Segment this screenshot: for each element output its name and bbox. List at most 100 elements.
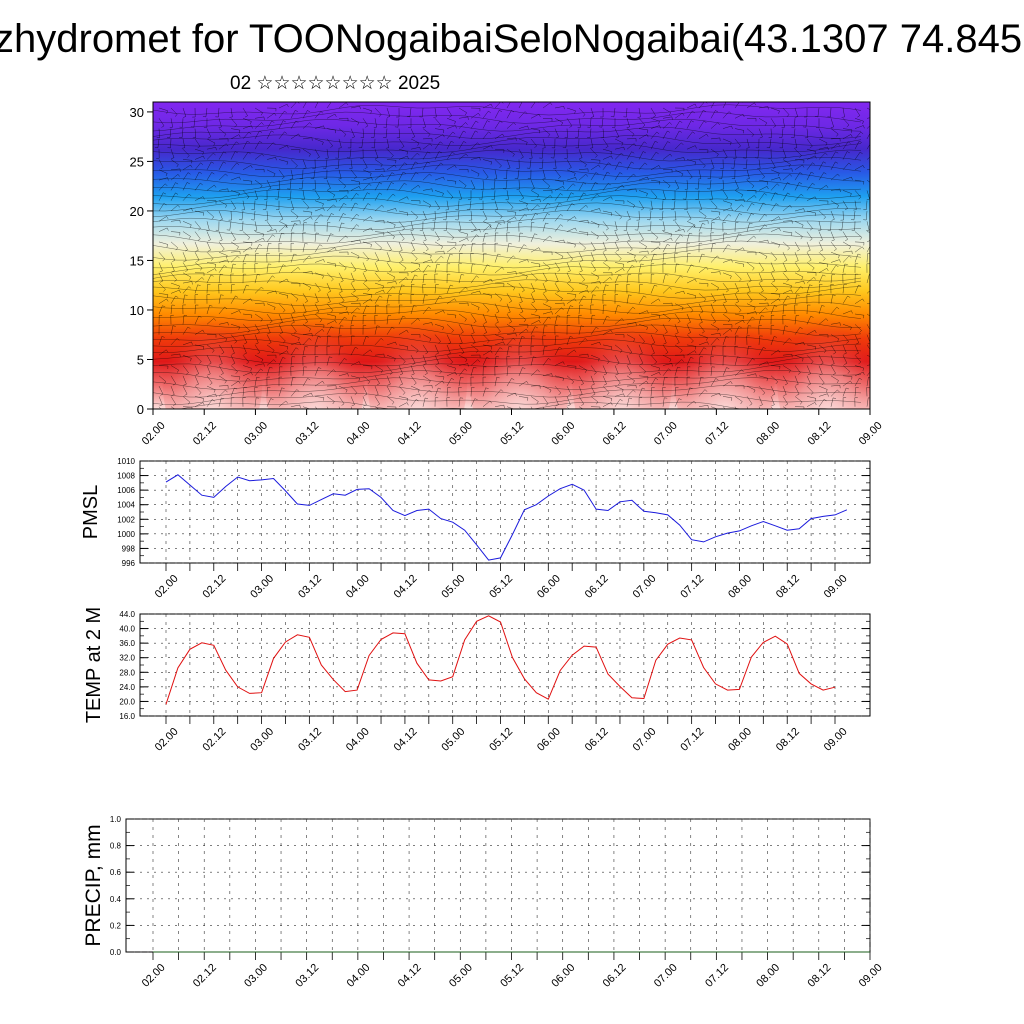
x-tick-label: 09.00: [822, 726, 850, 754]
y-tick-label: 28.0: [119, 668, 135, 677]
x-tick-label: 07.00: [652, 420, 680, 448]
x-tick-label: 08.12: [774, 726, 802, 754]
y-tick-label: 30: [130, 105, 144, 120]
contour-line: [153, 377, 862, 390]
x-tick-label: 03.12: [296, 726, 324, 754]
x-tick-label: 03.12: [296, 573, 324, 601]
wind-barbs: [154, 102, 870, 409]
x-tick-label: 04.12: [396, 962, 424, 990]
x-tick-label: 03.00: [248, 726, 276, 754]
x-tick-label: 04.12: [392, 573, 420, 601]
y-tick-label: 1002: [117, 515, 135, 524]
contour-line: [178, 401, 838, 409]
x-tick-label: 02.12: [191, 962, 219, 990]
contour-line: [153, 363, 862, 374]
x-tick-label: 07.00: [631, 573, 659, 601]
x-tick-label: 04.12: [392, 726, 420, 754]
warm-plume: [776, 294, 870, 409]
x-tick-label: 07.12: [703, 420, 731, 448]
y-tick-label: 36.0: [119, 639, 135, 648]
y-tick-label: 40.0: [119, 625, 135, 634]
y-axis-label: PMSL: [80, 485, 102, 539]
x-tick-label: 03.00: [242, 962, 270, 990]
x-tick-label: 03.12: [293, 962, 321, 990]
contour-line: [153, 263, 862, 276]
x-tick-label: 09.00: [857, 962, 885, 990]
x-tick-label: 04.00: [345, 420, 373, 448]
contour-line: [153, 142, 862, 153]
x-tick-label: 02.00: [140, 420, 168, 448]
x-tick-label: 06.12: [583, 726, 611, 754]
contour-line: [153, 347, 862, 360]
chart-title: zhydromet for TOONogaibaiSeloNogaibai(43…: [0, 17, 1023, 61]
x-tick-label: 04.12: [396, 420, 424, 448]
x-tick-label: 05.12: [487, 726, 515, 754]
cross-section-heatmap: 0 5 10 15 20 25 30 02.00 02.12 03.00 03.12 04.00 04.…: [130, 101, 885, 448]
chart-subtitle: 02 ☆☆☆☆☆☆☆☆ 2025: [230, 73, 441, 94]
y-tick-label: 32.0: [119, 654, 135, 663]
x-tick-label: 08.00: [726, 573, 754, 601]
contour-line: [153, 331, 862, 345]
y-tick-label: 20.0: [119, 697, 135, 706]
y-tick-label: 24.0: [119, 683, 135, 692]
contour-line: [153, 301, 862, 314]
x-tick-label: 02.00: [153, 726, 181, 754]
temperature-chart: 16.0 20.0 24.0 28.0 32.0 36.0 40.0 44.0 02.00 02.…: [83, 607, 871, 754]
x-tick-label: 06.12: [601, 420, 629, 448]
x-tick-label: 02.12: [191, 420, 219, 448]
series-line: [165, 474, 848, 561]
y-tick-label: 0: [137, 402, 144, 417]
x-tick-label: 05.12: [498, 420, 526, 448]
x-tick-label: 05.00: [447, 420, 475, 448]
y-tick-label: 1.0: [110, 815, 122, 824]
y-tick-label: 0.0: [110, 948, 122, 957]
x-tick-label: 07.00: [652, 962, 680, 990]
x-tick-label: 02.12: [201, 573, 229, 601]
x-tick-label: 07.00: [631, 726, 659, 754]
contour-line: [153, 385, 862, 398]
x-tick-label: 05.00: [447, 962, 475, 990]
contour-line: [153, 126, 862, 139]
contour-line: [153, 111, 862, 124]
contour-line: [153, 104, 862, 116]
y-tick-label: 20: [130, 204, 144, 219]
contour-line: [153, 134, 862, 146]
plot-frame: [125, 818, 871, 953]
contour-line: [153, 272, 862, 282]
x-tick-label: 08.00: [754, 962, 782, 990]
precipitation-chart: 0.0 0.2 0.4 0.6 0.8 1.0 02.00 02.12 03.00 03.12 04…: [82, 815, 885, 990]
contour-line: [153, 255, 862, 269]
y-tick-label: 1000: [117, 530, 135, 539]
x-tick-label: 05.00: [439, 573, 467, 601]
y-tick-label: 5: [137, 352, 144, 367]
y-tick-label: 10: [130, 303, 144, 318]
x-tick-label: 03.00: [242, 420, 270, 448]
x-tick-label: 03.12: [293, 420, 321, 448]
contour-line: [153, 118, 862, 132]
x-tick-label: 07.12: [703, 962, 731, 990]
warm-plume: [162, 294, 263, 409]
y-tick-label: 996: [122, 559, 136, 568]
contour-line: [153, 217, 862, 230]
y-tick-label: 1006: [117, 486, 135, 495]
y-tick-label: 1008: [117, 472, 135, 481]
y-tick-label: 44.0: [119, 610, 135, 619]
y-tick-label: 1004: [117, 501, 135, 510]
x-tick-label: 02.00: [153, 573, 181, 601]
x-tick-label: 06.00: [535, 726, 563, 754]
contour-line: [153, 202, 862, 215]
contour-line: [153, 339, 862, 352]
contour-line: [153, 248, 862, 261]
x-tick-label: 04.00: [344, 726, 372, 754]
x-tick-label: 07.12: [678, 726, 706, 754]
y-tick-label: 0.2: [110, 921, 122, 930]
contour-line: [153, 286, 862, 299]
x-tick-label: 06.00: [549, 420, 577, 448]
x-tick-label: 07.12: [678, 573, 706, 601]
x-tick-label: 05.12: [498, 962, 526, 990]
contour-line: [153, 188, 862, 199]
x-tick-label: 04.00: [345, 962, 373, 990]
contour-line: [153, 240, 862, 253]
plot-frame: [139, 460, 871, 564]
x-tick-label: 04.00: [344, 573, 372, 601]
